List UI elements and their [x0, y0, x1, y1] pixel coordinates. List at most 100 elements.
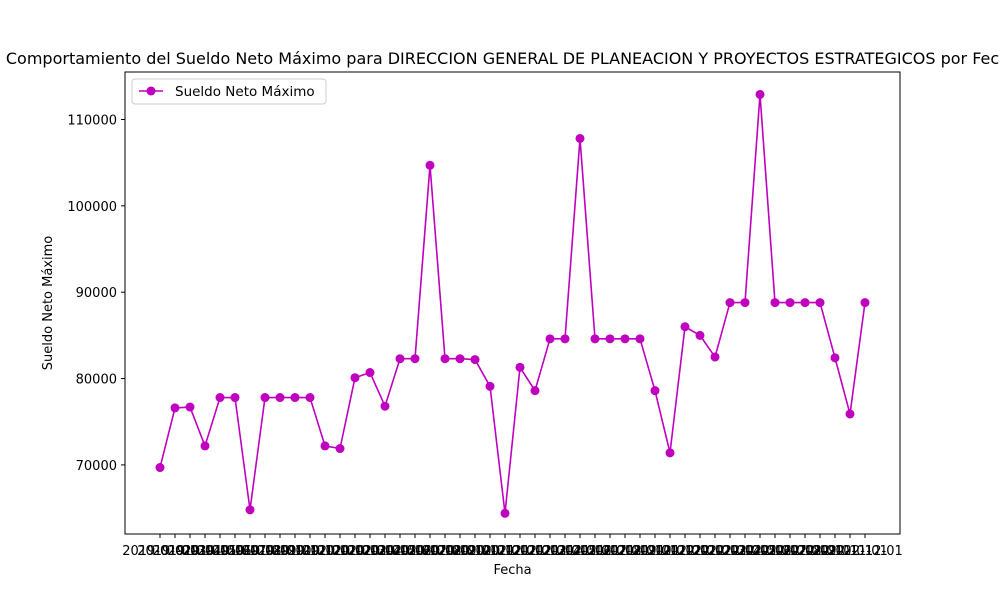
x-tick-label: 2019-05-01 [182, 544, 258, 559]
x-axis-label: Fecha [493, 563, 531, 578]
x-tick-label: 2022-09-01 [782, 544, 858, 559]
x-tick-label: 2021-03-01 [512, 544, 588, 559]
legend-box [131, 78, 327, 105]
x-tick-label: 2019-11-01 [272, 544, 348, 559]
data-point [320, 441, 330, 451]
x-tick-label: 2021-05-01 [542, 544, 618, 559]
x-tick-label: 2019-07-01 [212, 544, 288, 559]
series-layer [155, 89, 870, 518]
data-point [845, 409, 855, 419]
data-point [380, 401, 390, 411]
x-tick-label: 2020-02-01 [317, 544, 393, 559]
data-point [230, 393, 240, 403]
y-tick-label: 100000 [67, 200, 117, 215]
x-tick-label: 2022-03-01 [692, 544, 768, 559]
data-point [575, 133, 585, 143]
data-point [680, 322, 690, 332]
x-tick-label: 2021-01-01 [482, 544, 558, 559]
data-point [500, 508, 510, 518]
x-tick-label: 2022-06-01 [737, 544, 813, 559]
x-tick-label: 2020-06-01 [377, 544, 453, 559]
x-tick-label: 2022-10-01 [797, 544, 873, 559]
legend-swatch-marker [146, 86, 156, 96]
y-tick-label: 70000 [76, 459, 117, 474]
data-point [245, 505, 255, 515]
x-tick-label: 2019-06-01 [197, 544, 273, 559]
x-tick-label: 2020-10-01 [437, 544, 513, 559]
x-tick-label: 2022-01-01 [662, 544, 738, 559]
data-point [155, 463, 165, 473]
data-point [545, 334, 555, 344]
x-tick-label: 2019-01-01 [122, 544, 198, 559]
x-tick-label: 2019-04-01 [167, 544, 243, 559]
data-point [215, 393, 225, 403]
x-tick-label: 2022-04-01 [707, 544, 783, 559]
data-point [440, 354, 450, 364]
data-point [485, 381, 495, 391]
x-tick-label: 2021-02-01 [497, 544, 573, 559]
x-tick-label: 2021-11-01 [632, 544, 708, 559]
data-point [830, 353, 840, 363]
x-tick-label: 2022-02-01 [677, 544, 753, 559]
x-tick-label: 2021-08-01 [587, 544, 663, 559]
x-tick-label: 2020-11-01 [452, 544, 528, 559]
chart-title: Comportamiento del Sueldo Neto Máximo pa… [6, 49, 1000, 68]
data-point [635, 334, 645, 344]
x-tick-label: 2020-08-01 [407, 544, 483, 559]
x-tick-label: 2021-12-01 [647, 544, 723, 559]
data-point [665, 448, 675, 458]
y-tick-label: 90000 [76, 286, 117, 301]
x-tick-label: 2020-12-01 [467, 544, 543, 559]
y-tick-label: 80000 [76, 373, 117, 388]
y-axis-label: Sueldo Neto Máximo [41, 236, 56, 370]
data-point [275, 393, 285, 403]
x-tick-label: 2022-12-01 [827, 544, 903, 559]
x-tick-label: 2019-12-01 [287, 544, 363, 559]
x-tick-label: 2020-01-01 [302, 544, 378, 559]
data-point [620, 334, 630, 344]
data-point [515, 362, 525, 372]
y-tick-label: 110000 [67, 113, 117, 128]
x-tick-label: 2020-03-01 [332, 544, 408, 559]
legend: Sueldo Neto Máximo [131, 78, 327, 105]
data-point [740, 298, 750, 308]
x-tick-label: 2020-07-01 [392, 544, 468, 559]
data-point [335, 444, 345, 454]
x-tick-label: 2022-07-01 [752, 544, 828, 559]
x-tick-label: 2020-04-01 [347, 544, 423, 559]
y-axis: 70000 80000 90000 100000 110000 [67, 113, 125, 474]
data-point [755, 89, 765, 99]
x-tick-label: 2022-11-01 [812, 544, 888, 559]
x-tick-label: 2019-03-01 [152, 544, 228, 559]
data-point [650, 386, 660, 396]
data-point [710, 352, 720, 362]
data-point [455, 354, 465, 364]
x-tick-label: 2021-06-01 [557, 544, 633, 559]
data-point [560, 334, 570, 344]
data-point [185, 402, 195, 412]
data-point [590, 334, 600, 344]
x-tick-label: 2022-08-01 [767, 544, 843, 559]
data-point [425, 160, 435, 170]
data-point [860, 298, 870, 308]
data-point [290, 393, 300, 403]
x-tick-label: 2021-04-01 [527, 544, 603, 559]
data-point [815, 298, 825, 308]
x-tick-label: 2021-09-01 [602, 544, 678, 559]
x-tick-label: 2021-07-01 [572, 544, 648, 559]
x-tick-label: 2021-10-01 [617, 544, 693, 559]
data-point [200, 441, 210, 451]
x-tick-label: 2020-05-01 [362, 544, 438, 559]
data-point [350, 373, 360, 383]
data-point [800, 298, 810, 308]
data-point [305, 393, 315, 403]
x-tick-label: 2019-10-01 [257, 544, 333, 559]
data-point [170, 403, 180, 413]
data-point [260, 393, 270, 403]
data-point [365, 368, 375, 378]
x-tick-label: 2019-08-01 [227, 544, 303, 559]
x-tick-label: 2020-09-01 [422, 544, 498, 559]
x-tick-label: 2019-02-01 [137, 544, 213, 559]
data-point [785, 298, 795, 308]
